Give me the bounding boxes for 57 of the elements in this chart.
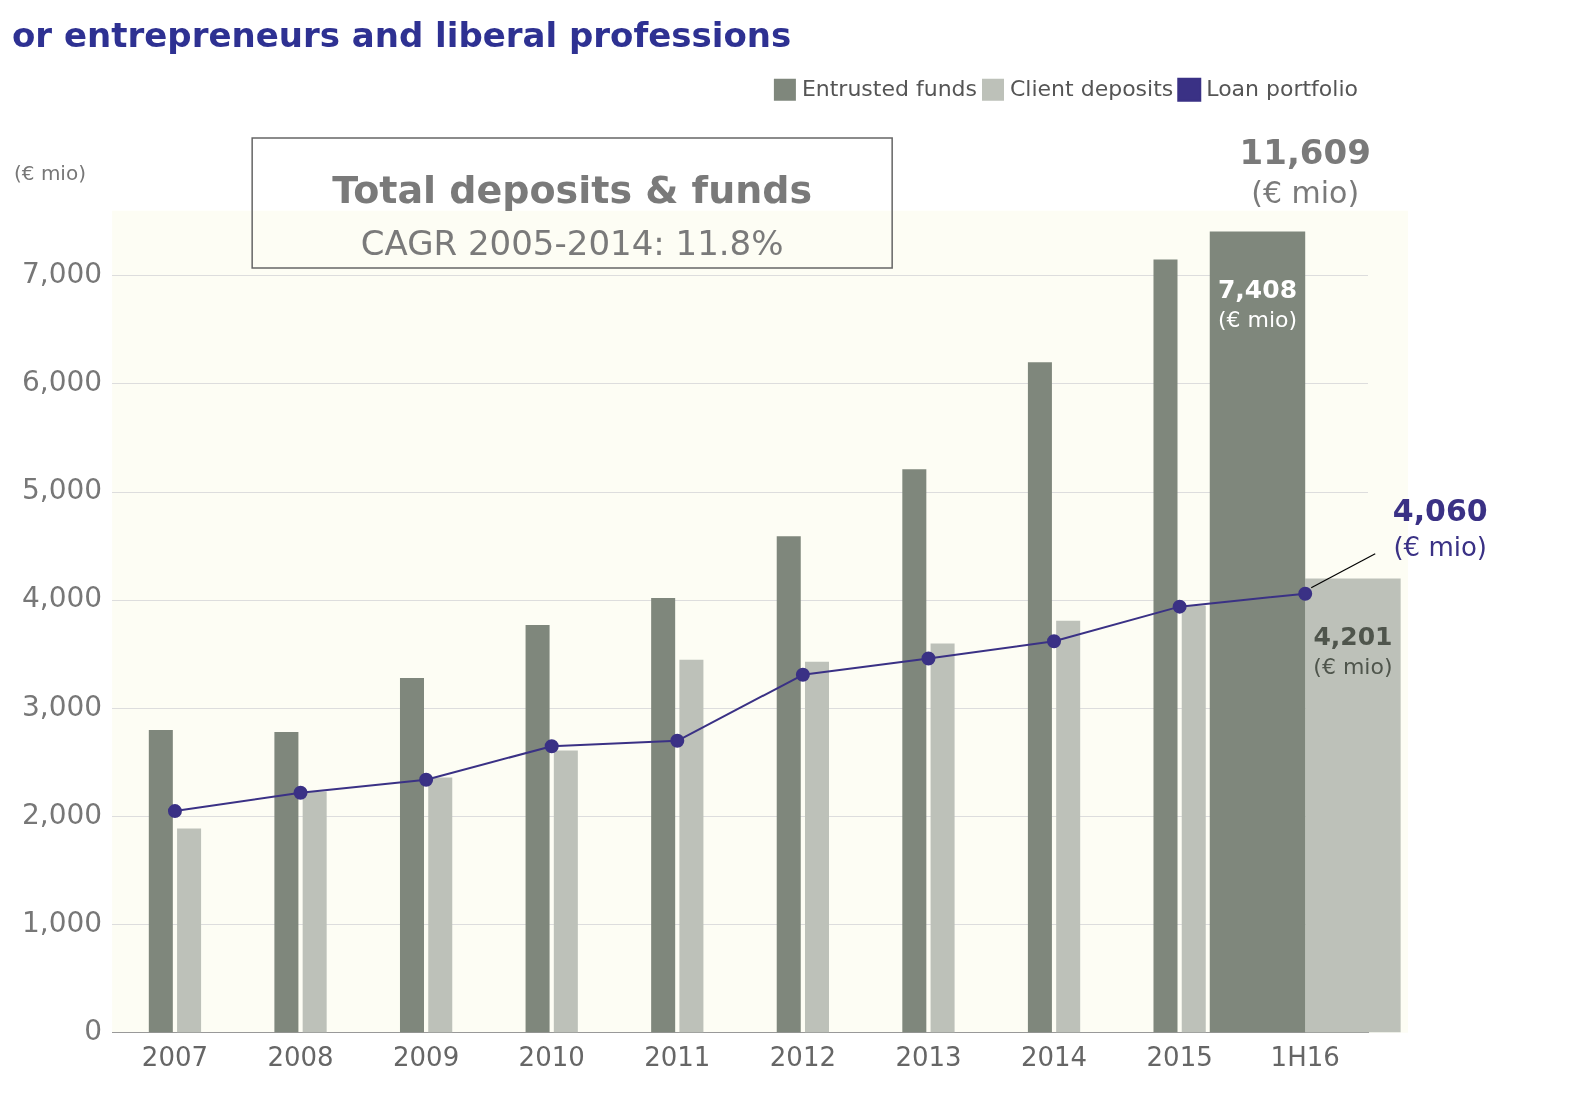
x-tick-label: 2014: [1020, 1042, 1088, 1073]
bar: [428, 777, 453, 1033]
bar: [804, 661, 830, 1033]
data-label: 4,060 (€ mio): [1392, 493, 1488, 563]
y-tick-label: 6,000: [21, 365, 103, 399]
legend-label: Entrusted funds: [801, 75, 978, 101]
point: [419, 772, 434, 787]
y-axis-title: (€ mio): [14, 161, 86, 185]
point: [670, 733, 685, 748]
x-tick-label: 2013: [895, 1042, 962, 1073]
bar: [177, 828, 202, 1033]
point: [167, 804, 182, 819]
x-tick-label: 2011: [644, 1042, 711, 1073]
point: [1047, 634, 1062, 649]
bar: [399, 678, 424, 1033]
bar: [902, 469, 927, 1033]
chart-title: or entrepreneurs and liberal professions: [12, 15, 792, 56]
x-tick-label: 1H16: [1270, 1042, 1340, 1073]
y-tick-label: 2,000: [21, 797, 103, 831]
annotation: CAGR 2005-2014: 11.8%: [360, 222, 784, 263]
y-tick-label: 4,000: [21, 581, 103, 615]
bar: [651, 598, 676, 1033]
y-tick-label: 3,000: [21, 689, 103, 723]
data-label: 7,408 (€ mio): [1217, 275, 1298, 333]
point: [795, 667, 810, 682]
bar: [776, 536, 801, 1033]
bar: [302, 791, 327, 1033]
bar: [1181, 605, 1206, 1033]
y-tick-label: 5,000: [21, 473, 103, 507]
x-tick-label: 2007: [141, 1042, 209, 1073]
bar: [1027, 362, 1052, 1033]
bar: [1153, 259, 1178, 1033]
bar: [679, 659, 704, 1033]
legend-label: Loan portfolio: [1206, 75, 1358, 101]
point: [921, 651, 936, 666]
x-tick-label: 2012: [769, 1042, 836, 1073]
annotation: Total deposits & funds: [332, 167, 813, 212]
text: 11,609 (€ mio): [1239, 131, 1371, 210]
y-tick-label: 1,000: [21, 905, 103, 939]
y-tick-label: 7,000: [21, 256, 103, 290]
data-label: 4,201 (€ mio): [1313, 621, 1393, 680]
x-tick-label: 2009: [393, 1042, 460, 1073]
bar: [148, 729, 173, 1033]
x-tick-label: 2008: [267, 1042, 334, 1073]
y-tick-label: 0: [84, 1014, 103, 1048]
bar: [274, 732, 299, 1033]
bar: [930, 643, 955, 1033]
bar: [553, 750, 578, 1033]
point: [1298, 586, 1313, 601]
point: [293, 785, 308, 800]
legend-label: Client deposits: [1010, 75, 1174, 101]
bar: [525, 625, 550, 1033]
point: [1172, 599, 1187, 614]
x-tick-label: 2015: [1146, 1042, 1213, 1073]
point: [544, 739, 559, 754]
x-tick-label: 2010: [518, 1042, 585, 1073]
bar: [1056, 620, 1081, 1033]
